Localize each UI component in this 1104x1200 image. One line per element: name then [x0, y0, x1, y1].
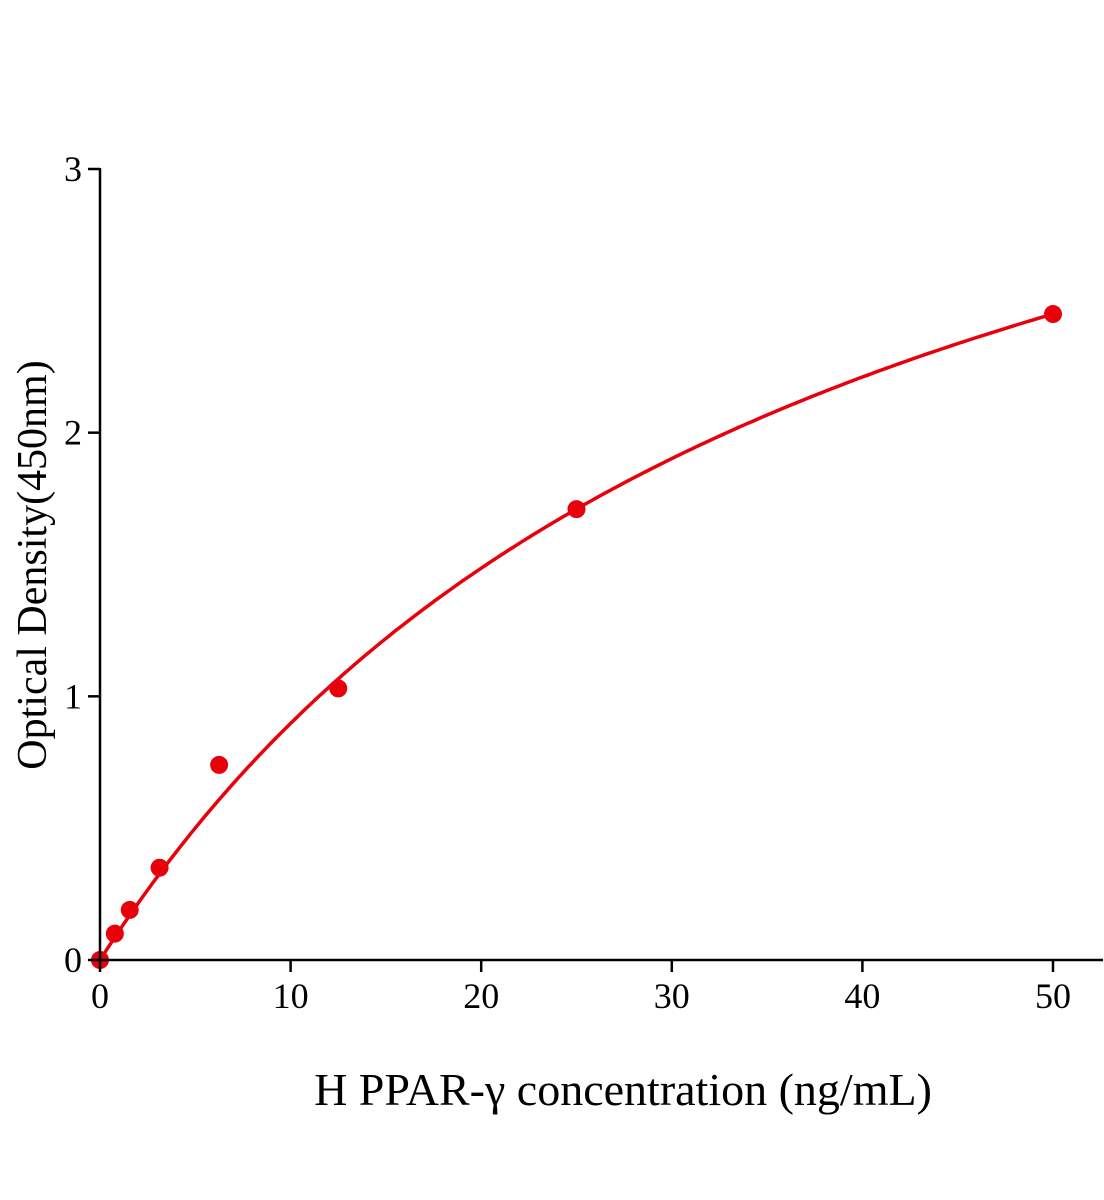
y-tick-label: 0	[64, 940, 82, 980]
data-point	[329, 679, 348, 698]
x-tick-label: 0	[91, 976, 109, 1016]
data-point	[567, 500, 586, 519]
y-tick-label: 1	[64, 676, 82, 716]
x-tick-label: 40	[844, 976, 880, 1016]
y-axis-label: Optical Density(450nm)	[10, 360, 56, 769]
x-tick-label: 50	[1035, 976, 1071, 1016]
y-tick-label: 2	[64, 413, 82, 453]
data-point	[105, 924, 124, 943]
data-point	[150, 858, 169, 877]
x-tick-label: 30	[654, 976, 690, 1016]
x-tick-label: 10	[273, 976, 309, 1016]
fit-curve	[98, 312, 1054, 961]
data-point	[120, 900, 139, 919]
data-point	[210, 755, 229, 774]
y-tick-label: 3	[64, 149, 82, 189]
data-point	[1044, 305, 1062, 324]
x-axis-label: H PPAR-γ concentration (ng/mL)	[314, 1064, 932, 1115]
x-tick-label: 20	[463, 976, 499, 1016]
